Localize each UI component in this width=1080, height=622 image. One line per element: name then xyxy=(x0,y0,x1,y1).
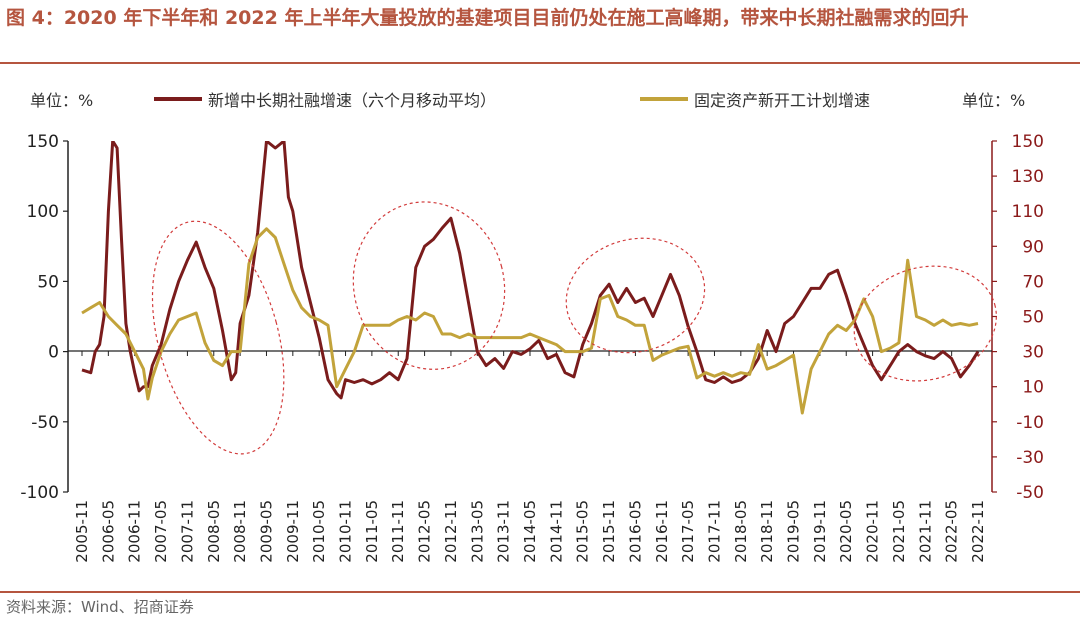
right-tick-label: 90 xyxy=(1022,237,1044,257)
right-tick-label: 30 xyxy=(1022,343,1044,363)
x-tick-label: 2012-05 xyxy=(416,500,434,563)
x-tick-label: 2021-05 xyxy=(890,500,908,563)
x-tick-label: 2008-11 xyxy=(231,500,249,563)
left-tick-label: 0 xyxy=(48,343,59,363)
right-tick-label: -50 xyxy=(1016,483,1044,503)
x-tick-label: 2006-05 xyxy=(99,500,117,563)
x-tick-label: 2020-05 xyxy=(837,500,855,563)
x-tick-label: 2019-05 xyxy=(785,500,803,563)
highlight-ellipse xyxy=(565,237,706,354)
x-tick-label: 2007-11 xyxy=(178,500,196,563)
right-tick-label: 70 xyxy=(1022,272,1044,292)
x-tick-label: 2021-11 xyxy=(916,500,934,563)
title-divider xyxy=(0,62,1080,64)
x-tick-label: 2018-05 xyxy=(732,500,750,563)
left-unit-label: 单位：% xyxy=(30,91,94,110)
source-note: 资料来源：Wind、招商证券 xyxy=(6,598,194,616)
right-tick-label: 130 xyxy=(1012,167,1044,187)
series-line-2 xyxy=(81,227,979,415)
legend-label-series-1: 新增中长期社融增速（六个月移动平均） xyxy=(208,91,497,110)
x-tick-label: 2019-11 xyxy=(811,500,829,563)
left-tick-label: 50 xyxy=(37,272,59,292)
x-tick-label: 2015-05 xyxy=(574,500,592,563)
x-tick-label: 2015-11 xyxy=(600,500,618,563)
series-line-1 xyxy=(81,141,980,400)
right-tick-label: 110 xyxy=(1012,202,1044,222)
x-tick-label: 2017-11 xyxy=(705,500,723,563)
x-tick-label: 2020-11 xyxy=(864,500,882,563)
x-tick-label: 2010-05 xyxy=(310,500,328,563)
right-unit-label: 单位：% xyxy=(962,91,1026,110)
x-tick-label: 2009-05 xyxy=(257,500,275,563)
x-tick-label: 2013-11 xyxy=(495,500,513,563)
left-tick-label: -50 xyxy=(31,413,59,433)
x-tick-label: 2013-05 xyxy=(468,500,486,563)
left-tick-label: -100 xyxy=(20,483,59,503)
x-tick-label: 2022-05 xyxy=(943,500,961,563)
x-tick-label: 2016-11 xyxy=(653,500,671,563)
legend-series-2: 固定资产新开工计划增速 xyxy=(640,87,870,111)
x-tick-label: 2012-11 xyxy=(442,500,460,563)
right-tick-label: -30 xyxy=(1016,448,1044,468)
legend-swatch-series-1 xyxy=(154,97,202,101)
x-tick-label: 2011-05 xyxy=(363,500,381,563)
x-tick-label: 2011-11 xyxy=(389,500,407,563)
source-divider xyxy=(0,591,1080,593)
x-tick-label: 2010-11 xyxy=(337,500,355,563)
x-tick-label: 2009-11 xyxy=(284,500,302,563)
right-tick-label: 150 xyxy=(1012,132,1044,152)
left-tick-label: 150 xyxy=(27,132,59,152)
x-tick-label: 2008-05 xyxy=(205,500,223,563)
right-tick-label: 10 xyxy=(1022,378,1044,398)
x-tick-label: 2006-11 xyxy=(126,500,144,563)
x-tick-label: 2017-05 xyxy=(679,500,697,563)
right-tick-label: -10 xyxy=(1016,413,1044,433)
legend-series-1: 新增中长期社融增速（六个月移动平均） xyxy=(154,87,496,111)
right-tick-label: 50 xyxy=(1022,308,1044,328)
x-tick-label: 2007-05 xyxy=(152,500,170,563)
x-tick-label: 2016-05 xyxy=(626,500,644,563)
legend-label-series-2: 固定资产新开工计划增速 xyxy=(694,91,871,110)
highlight-ellipse xyxy=(151,220,285,455)
left-tick-label: 100 xyxy=(27,202,59,222)
highlight-ellipse xyxy=(853,265,997,382)
x-tick-label: 2018-11 xyxy=(758,500,776,563)
highlight-ellipse xyxy=(352,201,506,370)
legend-swatch-series-2 xyxy=(640,97,688,101)
x-tick-label: 2014-11 xyxy=(547,500,565,563)
chart-title: 图 4：2020 年下半年和 2022 年上半年大量投放的基建项目目前仍处在施工… xyxy=(6,7,969,29)
x-tick-label: 2022-11 xyxy=(969,500,987,563)
x-tick-label: 2014-05 xyxy=(521,500,539,563)
x-tick-label: 2005-11 xyxy=(73,500,91,563)
